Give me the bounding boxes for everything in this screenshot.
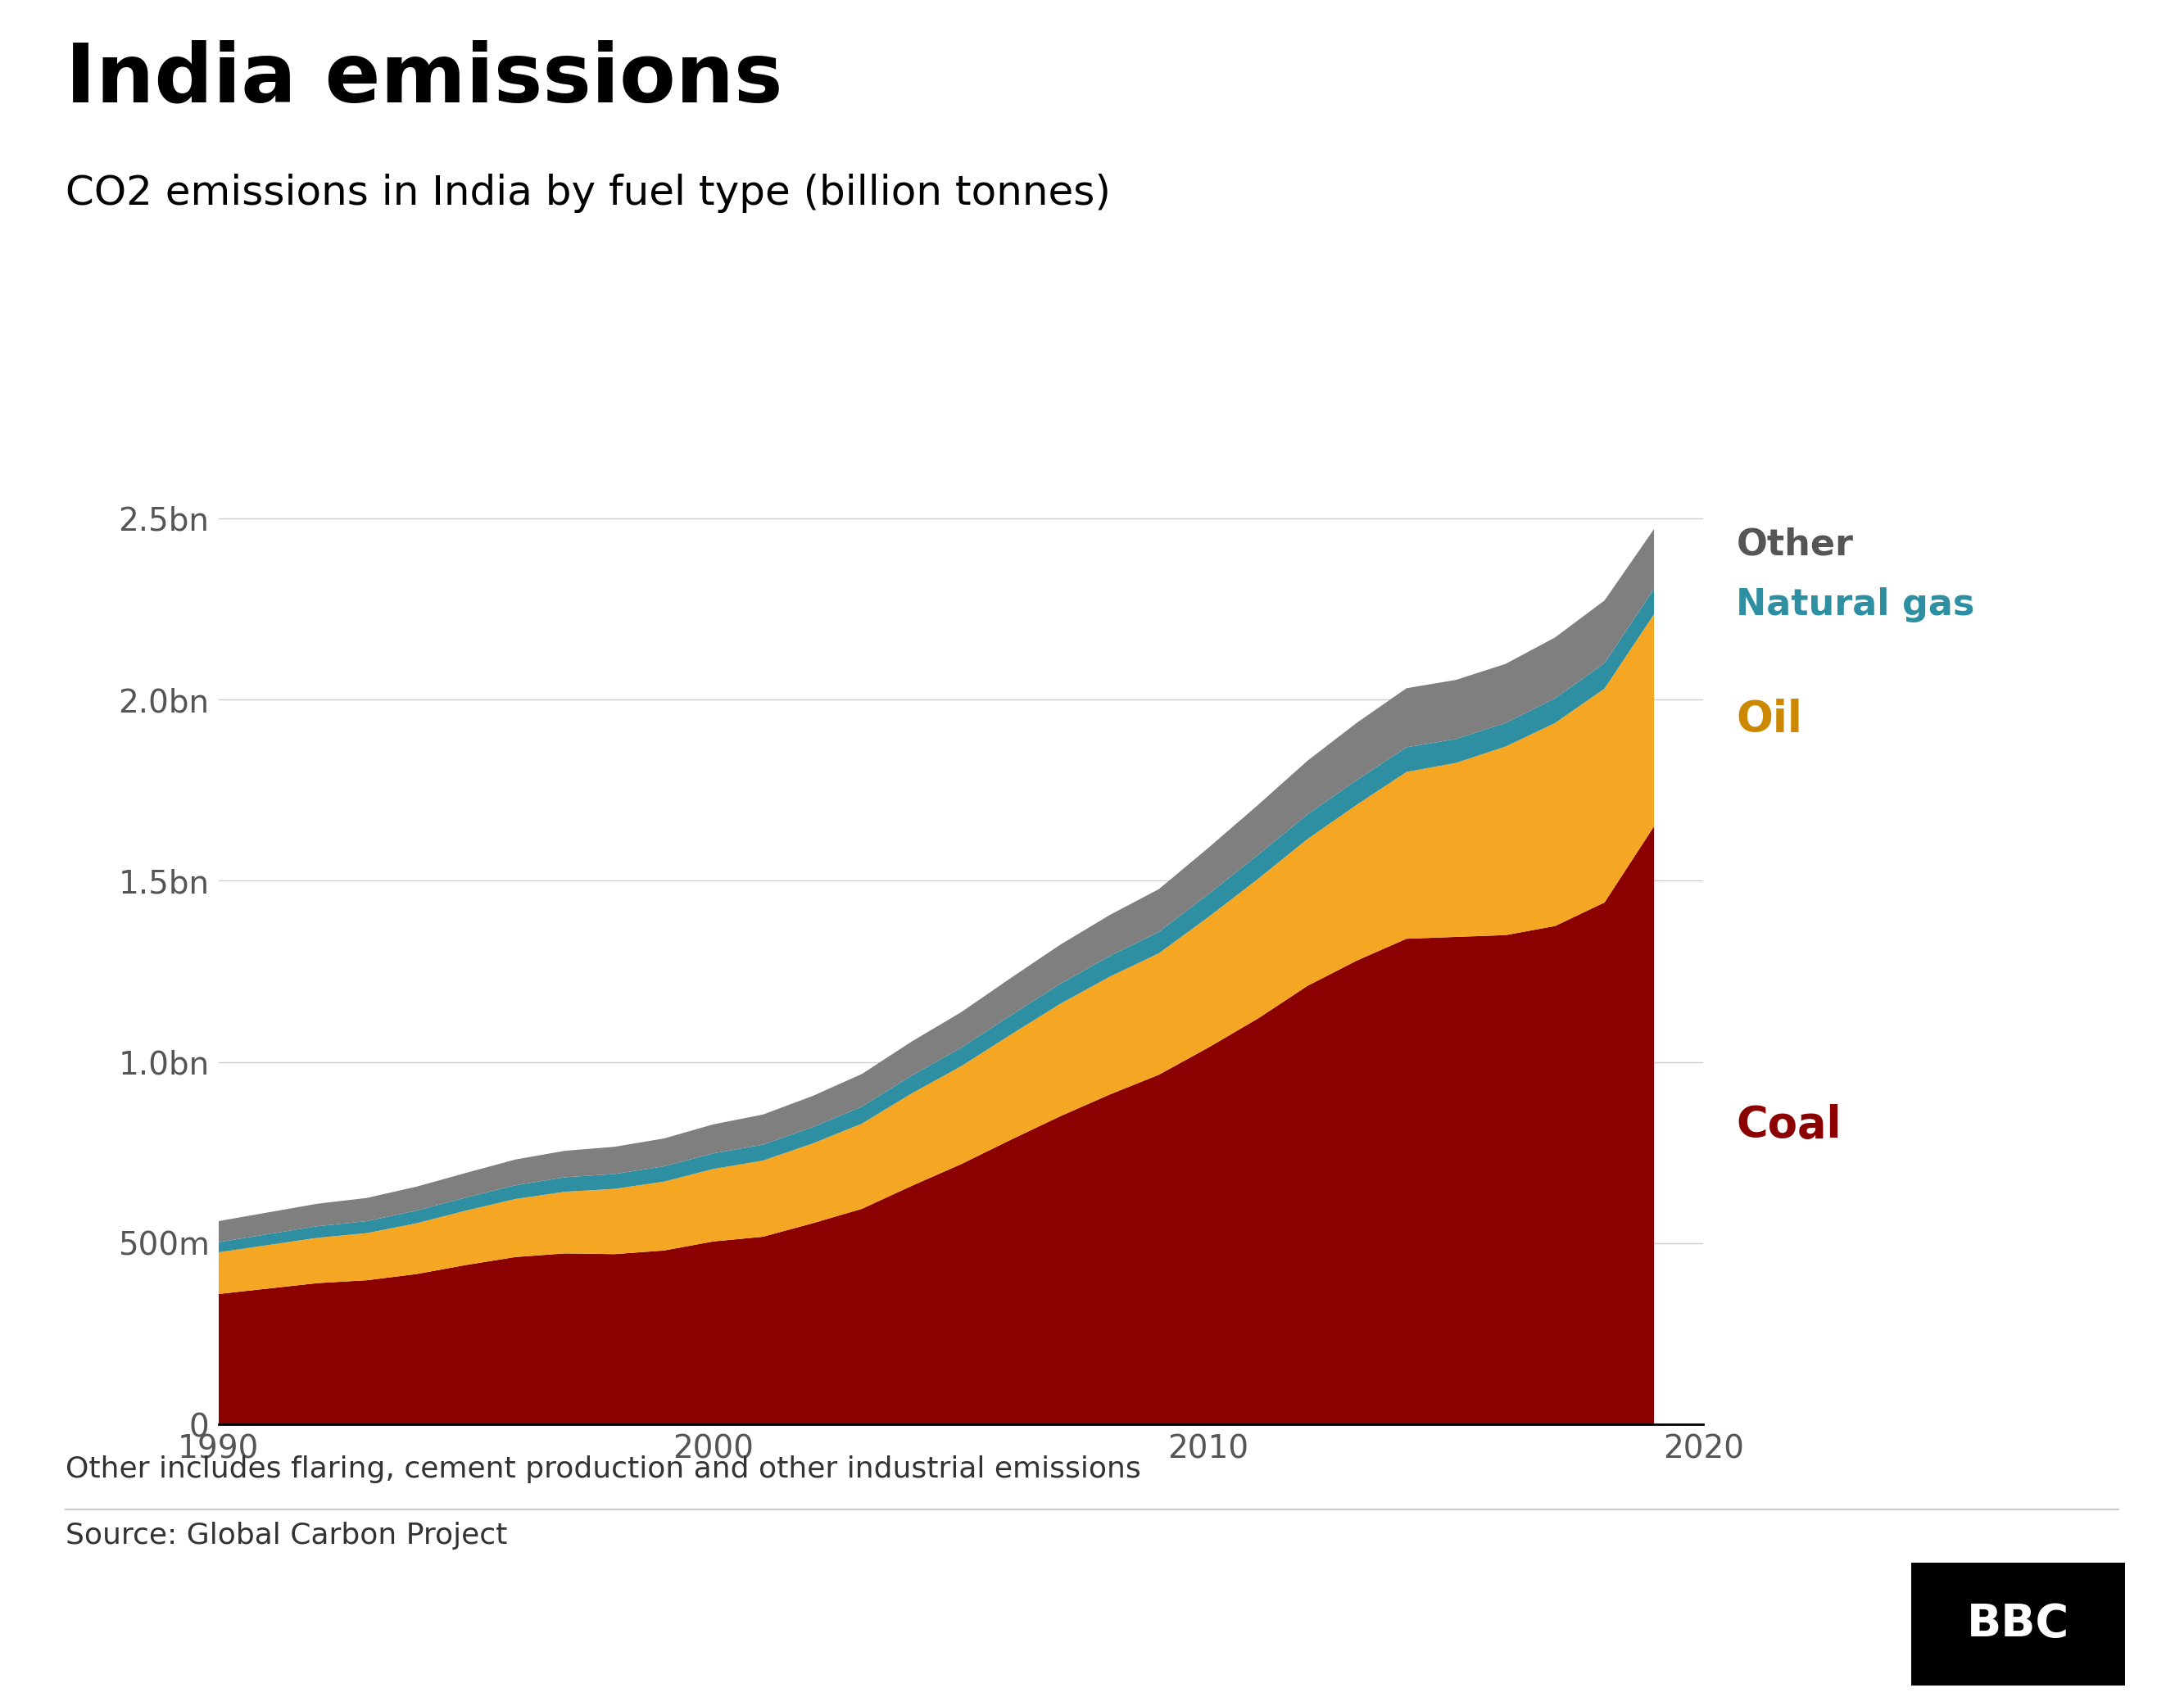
Text: CO2 emissions in India by fuel type (billion tonnes): CO2 emissions in India by fuel type (bil… (66, 174, 1112, 213)
Text: Coal: Coal (1736, 1104, 1841, 1146)
Text: Other includes flaring, cement production and other industrial emissions: Other includes flaring, cement productio… (66, 1455, 1140, 1483)
Text: Source: Global Carbon Project: Source: Global Carbon Project (66, 1522, 507, 1549)
Text: BBC: BBC (1968, 1602, 2068, 1646)
Text: Oil: Oil (1736, 699, 1802, 742)
Text: Other: Other (1736, 527, 1854, 561)
Text: India emissions: India emissions (66, 39, 782, 119)
Text: Natural gas: Natural gas (1736, 587, 1974, 623)
